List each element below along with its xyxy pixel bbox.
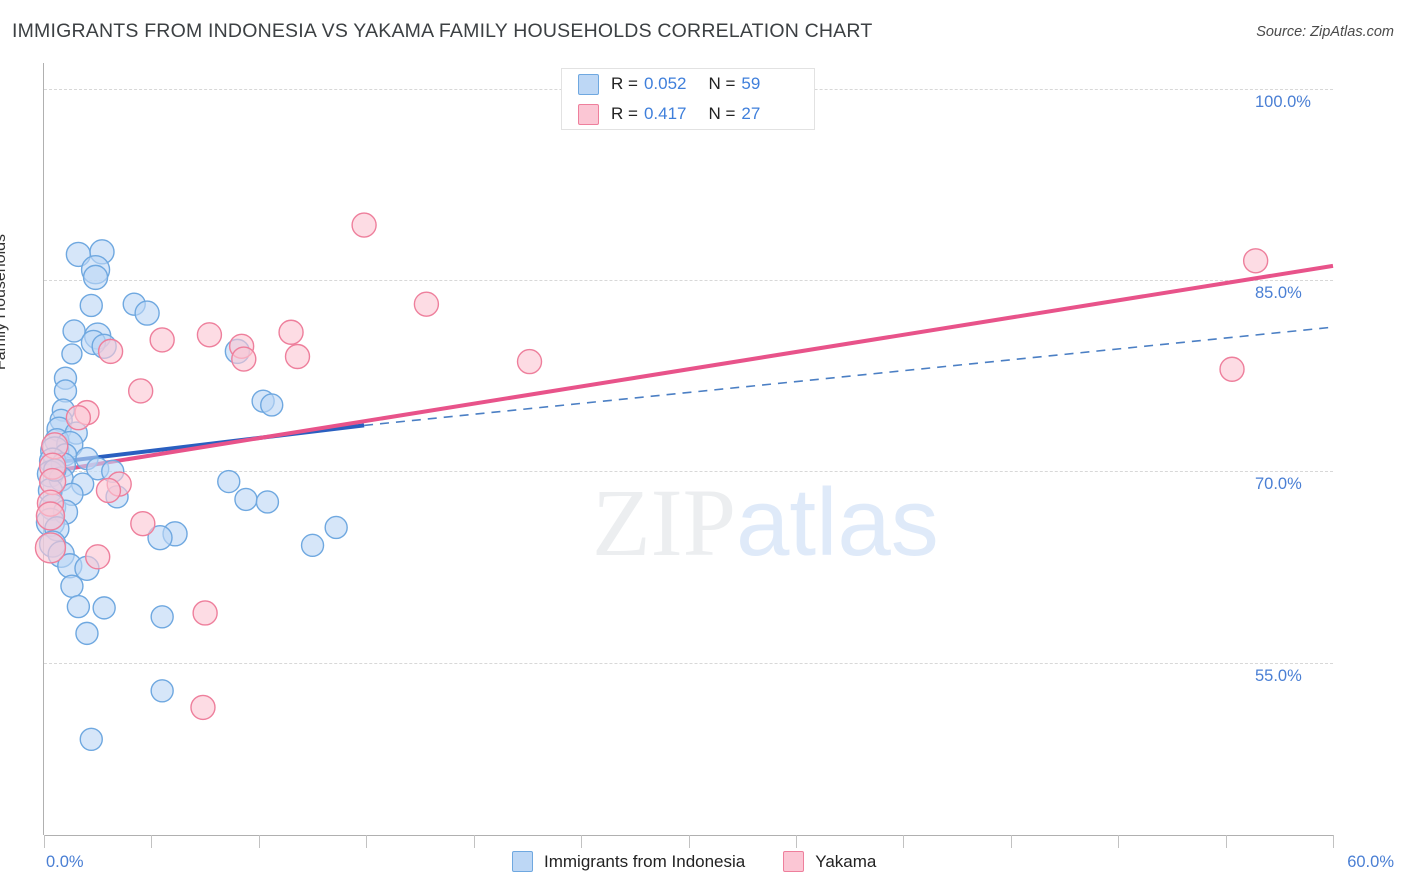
series-legend: Immigrants from Indonesia Yakama [512,851,914,872]
x-tick [688,835,690,848]
x-tick [1333,835,1334,848]
y-tick-label: 85.0% [1255,283,1302,302]
gridline [44,662,1333,664]
series-swatch-blue-icon [512,851,533,872]
x-tick [1010,835,1012,848]
x-tick [151,835,153,848]
data-point[interactable] [150,605,174,629]
x-tick [473,835,475,848]
trend-line-solid [43,263,1334,475]
data-point[interactable] [234,487,258,512]
data-point[interactable] [516,348,543,375]
x-tick [795,835,797,848]
x-tick [1118,835,1120,848]
data-point[interactable] [79,293,103,318]
x-tick [581,835,583,848]
x-tick [258,835,260,848]
data-point[interactable] [147,524,173,551]
plot-area: ZIPatlas [34,63,1334,835]
data-point[interactable] [217,469,241,494]
y-tick-label: 55.0% [1255,666,1302,685]
legend-n-value-pink: 27 [741,104,761,123]
data-point[interactable] [278,319,304,345]
data-point[interactable] [130,510,156,537]
legend-row-pink: R = 0.417 N = 27 [562,99,814,129]
x-tick [903,835,905,848]
y-axis-label: Family Households [0,233,9,370]
legend-r-value-pink: 0.417 [643,104,687,123]
data-point[interactable] [1242,248,1269,274]
y-tick-label: 70.0% [1255,475,1302,494]
y-tick-label: 100.0% [1255,92,1311,111]
data-point[interactable] [79,727,103,751]
x-tick [44,835,45,848]
data-point[interactable] [351,212,377,238]
data-point[interactable] [85,544,111,570]
trend-line-dashed [364,326,1334,427]
series-label-indonesia: Immigrants from Indonesia [544,851,746,871]
data-point[interactable] [255,490,280,514]
data-point[interactable] [190,694,216,721]
data-point[interactable] [192,600,218,626]
data-point[interactable] [150,679,174,703]
data-point[interactable] [127,378,154,404]
data-point[interactable] [134,300,160,326]
data-point[interactable] [60,574,84,598]
legend-n-label-pink: N = [708,104,736,123]
data-point[interactable] [1219,356,1245,382]
data-point[interactable] [61,343,83,365]
data-point[interactable] [324,515,348,540]
x-tick [1225,835,1227,848]
source-label: Source: ZipAtlas.com [1256,24,1394,40]
legend-row-blue: R = 0.052 N = 59 [562,69,814,99]
legend-n-value-blue: 59 [741,74,761,93]
gridline [44,279,1333,281]
x-axis-max-label: 60.0% [1347,853,1394,871]
data-point[interactable] [95,477,122,504]
legend-r-label-pink: R = [611,104,638,123]
data-point[interactable] [34,532,67,564]
page-title: IMMIGRANTS FROM INDONESIA VS YAKAMA FAMI… [12,20,873,42]
series-legend-item-yakama[interactable]: Yakama [783,851,876,872]
series-swatch-pink-icon [783,851,805,872]
series-label-yakama: Yakama [815,851,877,871]
correlation-legend: R = 0.052 N = 59 R = 0.417 N = 27 [561,68,815,130]
data-point[interactable] [300,533,325,558]
data-point[interactable] [260,393,284,417]
data-point[interactable] [149,327,175,353]
data-point[interactable] [75,621,99,646]
data-point[interactable] [231,346,257,372]
legend-r-label-blue: R = [611,74,638,93]
data-point[interactable] [82,264,109,291]
data-point[interactable] [413,291,440,317]
gridline [44,471,1333,473]
data-point[interactable] [196,322,223,348]
data-point[interactable] [92,596,116,620]
data-point[interactable] [66,594,91,619]
data-point[interactable] [65,405,92,431]
data-point[interactable] [35,501,66,531]
data-point[interactable] [284,343,311,370]
x-axis-min-label: 0.0% [46,853,84,871]
data-point[interactable] [97,338,124,365]
legend-r-value-blue: 0.052 [643,74,687,93]
x-tick [366,835,368,848]
series-legend-item-indonesia[interactable]: Immigrants from Indonesia [512,851,745,872]
scatter-points [34,212,1269,751]
legend-swatch-blue-icon [578,73,599,95]
legend-n-label-blue: N = [708,74,736,93]
legend-swatch-pink-icon [578,103,599,125]
